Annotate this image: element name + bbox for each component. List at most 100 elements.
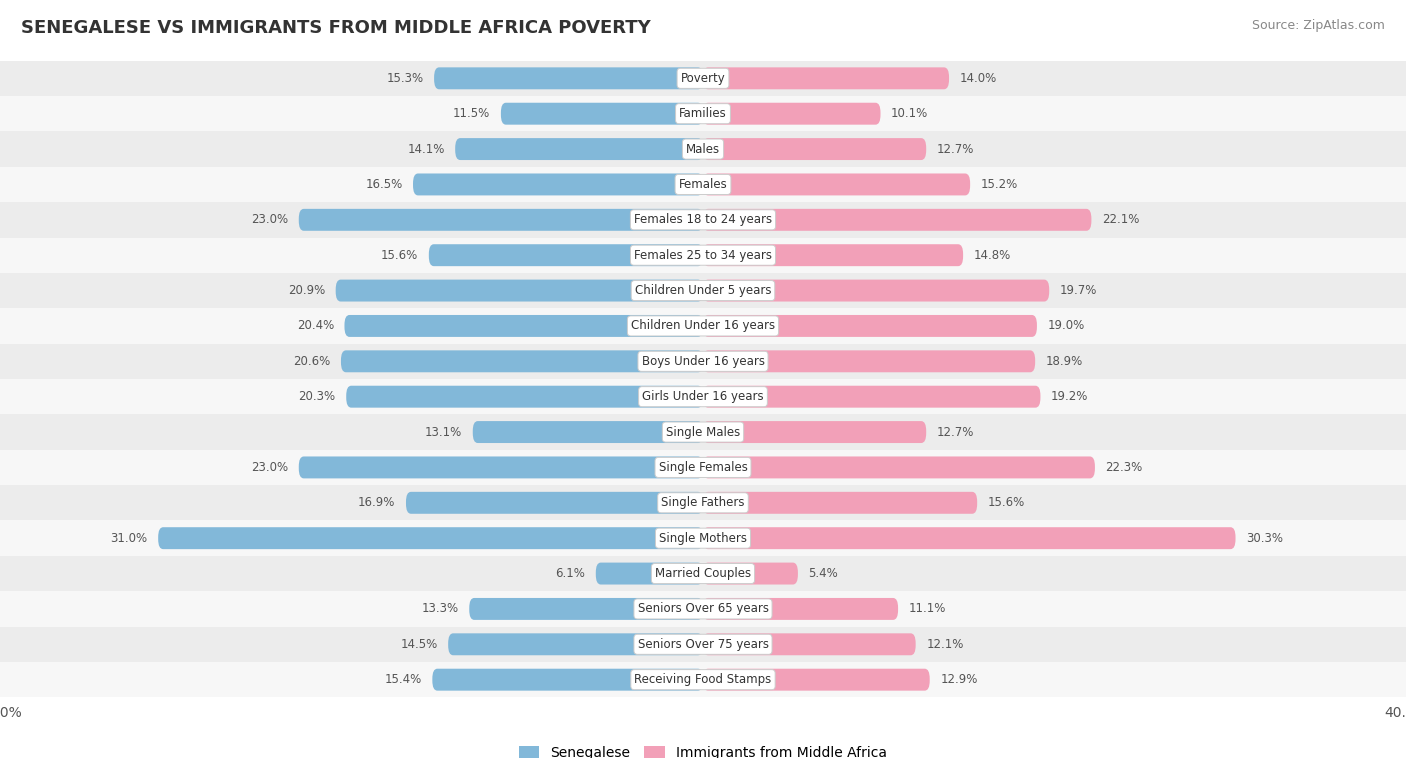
Text: Seniors Over 65 years: Seniors Over 65 years bbox=[637, 603, 769, 615]
FancyBboxPatch shape bbox=[703, 103, 880, 124]
Text: 22.1%: 22.1% bbox=[1102, 213, 1139, 227]
FancyBboxPatch shape bbox=[703, 209, 1091, 230]
Text: Males: Males bbox=[686, 143, 720, 155]
Text: 15.6%: 15.6% bbox=[381, 249, 419, 262]
FancyBboxPatch shape bbox=[340, 350, 703, 372]
FancyBboxPatch shape bbox=[703, 280, 1049, 302]
FancyBboxPatch shape bbox=[433, 669, 703, 691]
FancyBboxPatch shape bbox=[596, 562, 703, 584]
Text: Single Males: Single Males bbox=[666, 425, 740, 439]
Bar bbox=[0, 273, 1406, 309]
FancyBboxPatch shape bbox=[703, 634, 915, 655]
FancyBboxPatch shape bbox=[346, 386, 703, 408]
Bar bbox=[0, 131, 1406, 167]
Text: Females 18 to 24 years: Females 18 to 24 years bbox=[634, 213, 772, 227]
Bar bbox=[0, 96, 1406, 131]
FancyBboxPatch shape bbox=[336, 280, 703, 302]
FancyBboxPatch shape bbox=[703, 528, 1236, 549]
Text: 11.5%: 11.5% bbox=[453, 107, 491, 121]
FancyBboxPatch shape bbox=[434, 67, 703, 89]
Text: 12.7%: 12.7% bbox=[936, 143, 974, 155]
Text: 23.0%: 23.0% bbox=[252, 461, 288, 474]
FancyBboxPatch shape bbox=[159, 528, 703, 549]
FancyBboxPatch shape bbox=[703, 492, 977, 514]
Bar bbox=[0, 415, 1406, 449]
Text: 16.5%: 16.5% bbox=[366, 178, 402, 191]
Text: 13.1%: 13.1% bbox=[425, 425, 463, 439]
Bar bbox=[0, 521, 1406, 556]
Text: 14.1%: 14.1% bbox=[408, 143, 444, 155]
FancyBboxPatch shape bbox=[406, 492, 703, 514]
Text: 15.4%: 15.4% bbox=[385, 673, 422, 686]
Text: 16.9%: 16.9% bbox=[359, 496, 395, 509]
Bar bbox=[0, 237, 1406, 273]
Text: 20.4%: 20.4% bbox=[297, 319, 335, 333]
Bar bbox=[0, 379, 1406, 415]
Text: 5.4%: 5.4% bbox=[808, 567, 838, 580]
FancyBboxPatch shape bbox=[703, 174, 970, 196]
Text: SENEGALESE VS IMMIGRANTS FROM MIDDLE AFRICA POVERTY: SENEGALESE VS IMMIGRANTS FROM MIDDLE AFR… bbox=[21, 19, 651, 37]
Text: Boys Under 16 years: Boys Under 16 years bbox=[641, 355, 765, 368]
FancyBboxPatch shape bbox=[703, 562, 799, 584]
Bar bbox=[0, 556, 1406, 591]
Text: 14.5%: 14.5% bbox=[401, 637, 437, 651]
Bar bbox=[0, 449, 1406, 485]
Text: 19.0%: 19.0% bbox=[1047, 319, 1084, 333]
Text: 20.9%: 20.9% bbox=[288, 284, 325, 297]
Bar bbox=[0, 627, 1406, 662]
Text: Females 25 to 34 years: Females 25 to 34 years bbox=[634, 249, 772, 262]
FancyBboxPatch shape bbox=[703, 456, 1095, 478]
Text: Children Under 16 years: Children Under 16 years bbox=[631, 319, 775, 333]
Text: 31.0%: 31.0% bbox=[111, 531, 148, 545]
Bar bbox=[0, 485, 1406, 521]
Text: 14.8%: 14.8% bbox=[973, 249, 1011, 262]
FancyBboxPatch shape bbox=[703, 244, 963, 266]
Text: 15.2%: 15.2% bbox=[981, 178, 1018, 191]
FancyBboxPatch shape bbox=[703, 67, 949, 89]
Text: Single Mothers: Single Mothers bbox=[659, 531, 747, 545]
FancyBboxPatch shape bbox=[703, 386, 1040, 408]
Text: 22.3%: 22.3% bbox=[1105, 461, 1143, 474]
Bar bbox=[0, 167, 1406, 202]
Text: Girls Under 16 years: Girls Under 16 years bbox=[643, 390, 763, 403]
Bar bbox=[0, 202, 1406, 237]
Text: 18.9%: 18.9% bbox=[1046, 355, 1083, 368]
Text: 6.1%: 6.1% bbox=[555, 567, 585, 580]
Text: 19.2%: 19.2% bbox=[1052, 390, 1088, 403]
Text: Single Fathers: Single Fathers bbox=[661, 496, 745, 509]
Text: 19.7%: 19.7% bbox=[1060, 284, 1097, 297]
FancyBboxPatch shape bbox=[703, 598, 898, 620]
Text: Receiving Food Stamps: Receiving Food Stamps bbox=[634, 673, 772, 686]
Bar bbox=[0, 309, 1406, 343]
FancyBboxPatch shape bbox=[501, 103, 703, 124]
Bar bbox=[0, 61, 1406, 96]
Bar bbox=[0, 591, 1406, 627]
Text: Children Under 5 years: Children Under 5 years bbox=[634, 284, 772, 297]
Text: Seniors Over 75 years: Seniors Over 75 years bbox=[637, 637, 769, 651]
Text: 30.3%: 30.3% bbox=[1246, 531, 1284, 545]
Text: 15.3%: 15.3% bbox=[387, 72, 423, 85]
Text: Poverty: Poverty bbox=[681, 72, 725, 85]
FancyBboxPatch shape bbox=[703, 315, 1038, 337]
Text: 20.6%: 20.6% bbox=[294, 355, 330, 368]
Text: 13.3%: 13.3% bbox=[422, 603, 458, 615]
FancyBboxPatch shape bbox=[703, 421, 927, 443]
FancyBboxPatch shape bbox=[299, 209, 703, 230]
Text: 15.6%: 15.6% bbox=[987, 496, 1025, 509]
FancyBboxPatch shape bbox=[703, 669, 929, 691]
FancyBboxPatch shape bbox=[344, 315, 703, 337]
Text: Families: Families bbox=[679, 107, 727, 121]
Text: 12.7%: 12.7% bbox=[936, 425, 974, 439]
FancyBboxPatch shape bbox=[299, 456, 703, 478]
Text: 23.0%: 23.0% bbox=[252, 213, 288, 227]
FancyBboxPatch shape bbox=[456, 138, 703, 160]
Text: 12.9%: 12.9% bbox=[941, 673, 977, 686]
FancyBboxPatch shape bbox=[413, 174, 703, 196]
FancyBboxPatch shape bbox=[429, 244, 703, 266]
Legend: Senegalese, Immigrants from Middle Africa: Senegalese, Immigrants from Middle Afric… bbox=[519, 747, 887, 758]
Text: 11.1%: 11.1% bbox=[908, 603, 946, 615]
FancyBboxPatch shape bbox=[472, 421, 703, 443]
FancyBboxPatch shape bbox=[470, 598, 703, 620]
Bar bbox=[0, 343, 1406, 379]
FancyBboxPatch shape bbox=[449, 634, 703, 655]
